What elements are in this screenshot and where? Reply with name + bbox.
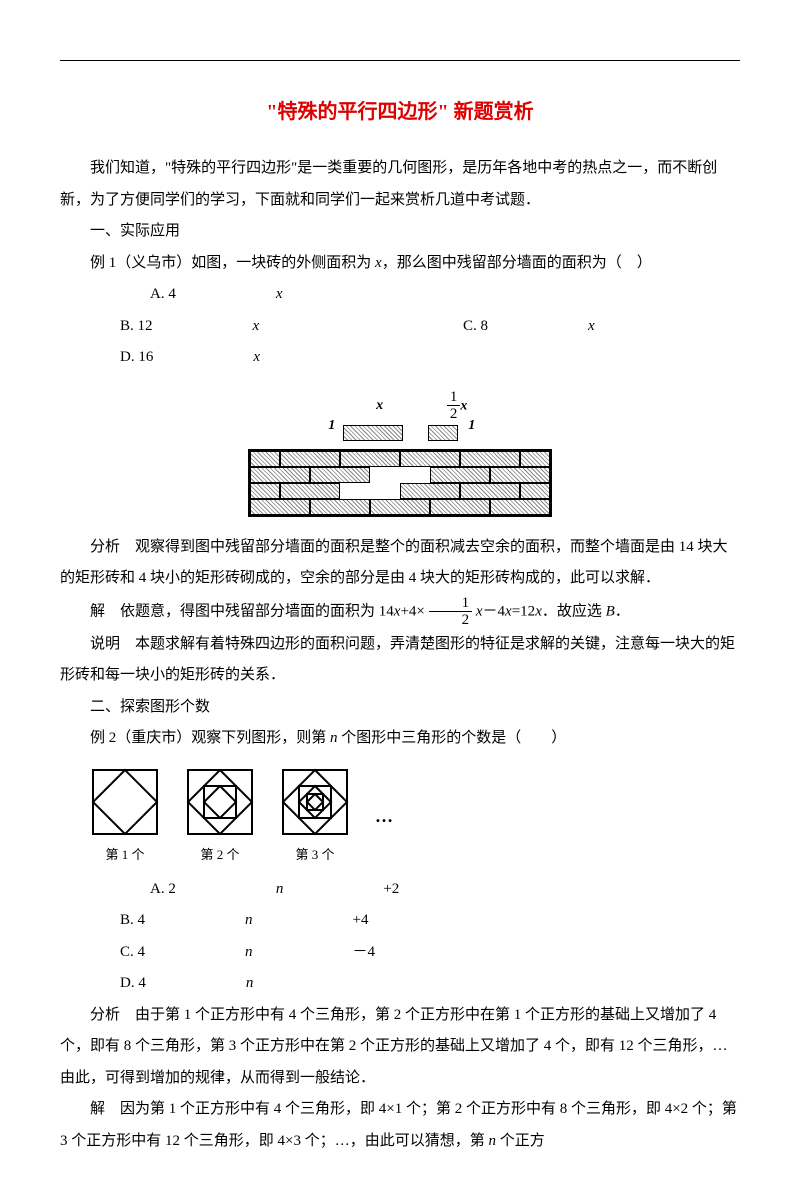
example-2-analysis: 分析 由于第 1 个正方形中有 4 个三角形，第 2 个正方形中在第 1 个正方… — [60, 1000, 740, 1095]
header-rule — [60, 60, 740, 61]
intro-text: 我们知道，"特殊的平行四边形"是一类重要的几何图形，是历年各地中考的热点之一，而… — [60, 153, 740, 216]
brick-figure: x 12x 1 1 — [60, 389, 740, 517]
doc-title: "特殊的平行四边形" 新题赏析 — [60, 91, 740, 133]
example-1-note: 说明 本题求解有着特殊四边形的面积问题，弄清楚图形的特征是求解的关键，注意每一块… — [60, 629, 740, 692]
section-1-heading: 一、实际应用 — [60, 216, 740, 248]
option-b: B. 4n+4 — [60, 905, 438, 937]
option-a: A. 2n+2 — [90, 874, 469, 906]
square-sequence-figure: 第 1 个 第 2 个 第 3 个 … — [90, 767, 740, 868]
example-1-options: A. 4x B. 12x C. 8x D. 16x — [60, 279, 740, 374]
example-1-analysis: 分析 观察得到图中残留部分墙面的面积是整个的面积减去空余的面积，而整个墙面是由 … — [60, 532, 740, 595]
option-c: C. 8x — [403, 311, 665, 343]
option-a: A. 4x — [90, 279, 353, 311]
example-1-stem: 例 1（义乌市）如图，一块砖的外侧面积为 x，那么图中残留部分墙面的面积为（ ） — [60, 248, 740, 280]
square-1: 第 1 个 — [90, 767, 160, 868]
example-2-options: A. 2n+2 B. 4n+4 C. 4n－4 D. 4n — [60, 874, 740, 1000]
example-1-solution: 解 依题意，得图中残留部分墙面的面积为 14x+4× 12 x－4x=12x．故… — [60, 595, 740, 629]
page: "特殊的平行四边形" 新题赏析 我们知道，"特殊的平行四边形"是一类重要的几何图… — [0, 0, 800, 1197]
square-3: 第 3 个 — [280, 767, 350, 868]
ellipsis: … — [375, 798, 393, 836]
section-2-heading: 二、探索图形个数 — [60, 692, 740, 724]
option-c: C. 4n－4 — [60, 937, 445, 969]
option-b: B. 12x — [60, 311, 329, 343]
square-2: 第 2 个 — [185, 767, 255, 868]
option-d: D. 4n — [60, 968, 323, 1000]
option-d: D. 16x — [60, 342, 330, 374]
example-2-solution-partial: 解 因为第 1 个正方形中有 4 个三角形，即 4×1 个；第 2 个正方形中有… — [60, 1094, 740, 1157]
example-2-stem: 例 2（重庆市）观察下列图形，则第 n 个图形中三角形的个数是（ ） — [60, 723, 740, 755]
